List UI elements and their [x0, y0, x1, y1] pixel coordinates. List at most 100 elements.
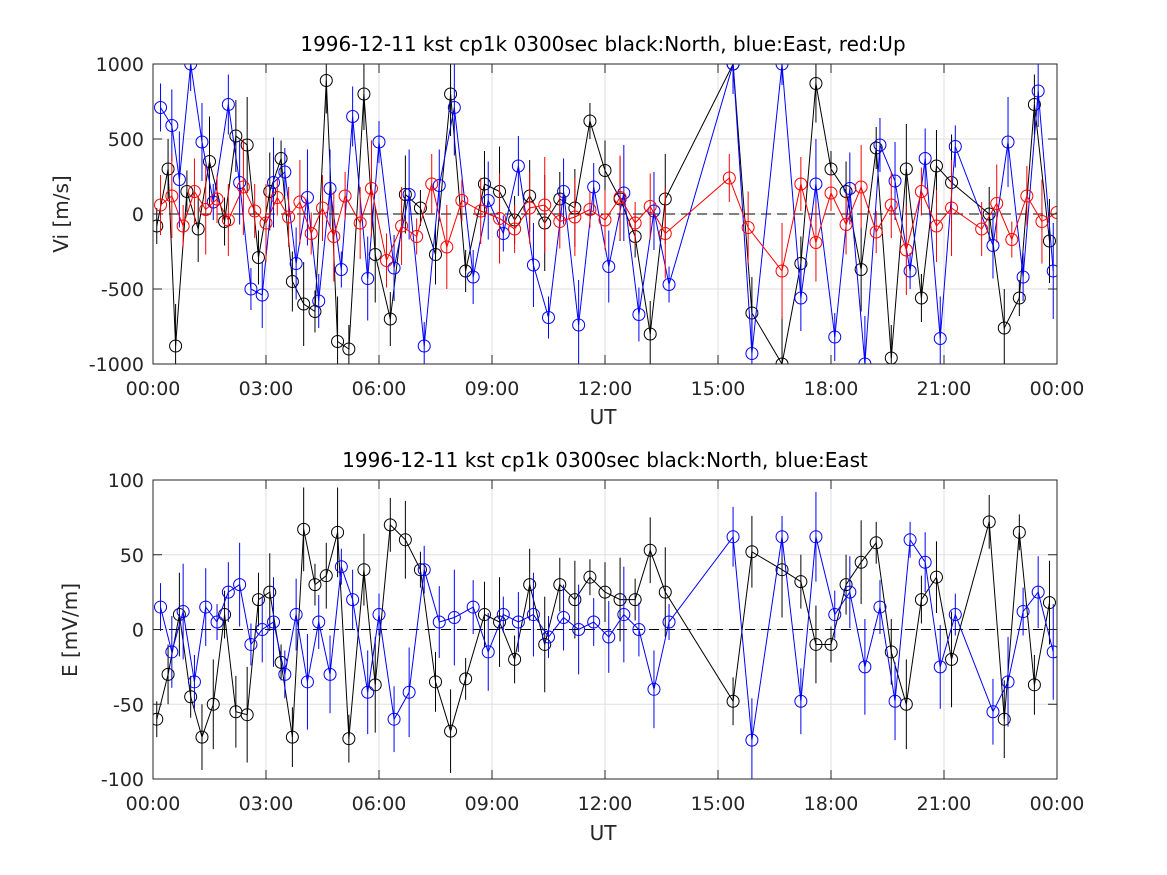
efield-series-east-point [289, 608, 303, 622]
efield-series-east-point [647, 682, 661, 696]
velocity-series-north-point [1042, 234, 1056, 248]
efield-x-tick-label: 18:00 [804, 793, 859, 815]
efield-series-east-line [160, 535, 1054, 741]
velocity-series-up-point [304, 227, 318, 240]
velocity-series-east-point [1031, 84, 1045, 98]
efield-series-east-point [312, 615, 326, 629]
efield-series-east-point [933, 660, 947, 674]
efield-series-north-point [251, 593, 265, 607]
velocity-series-east-point [587, 180, 601, 194]
efield-series-east-point [617, 608, 631, 622]
efield-series-north-point [444, 724, 458, 738]
efield-series-north-point [161, 667, 175, 681]
efield-series-east-point [888, 694, 902, 708]
velocity-series-east-point [557, 185, 571, 198]
efield-series-north-point [1027, 678, 1041, 692]
velocity-series-up-point [809, 236, 823, 249]
efield-series-east-point [745, 733, 759, 747]
velocity-series-north-point [444, 87, 458, 101]
efield-y-tick-label: -100 [101, 769, 144, 791]
velocity-series-north-point [251, 251, 265, 264]
velocity-series-up-point [154, 198, 168, 212]
velocity-series-east-point [334, 263, 348, 276]
velocity-series-up-point [538, 198, 552, 212]
efield-series-east-point [542, 630, 555, 644]
velocity-series-east-point [918, 152, 932, 165]
efield-series-east-point [1046, 645, 1057, 659]
efield-series-east-point [843, 585, 857, 599]
velocity-series-up-point [914, 185, 928, 198]
efield-series-east-point [632, 623, 646, 636]
velocity-series-up-point [236, 180, 250, 194]
velocity-series-east-point [221, 98, 235, 111]
efield-series-north-point [184, 690, 198, 704]
velocity-series-east-point [154, 101, 168, 114]
velocity-series-north-point [982, 207, 996, 221]
velocity-panel-title: 1996-12-11 kst cp1k 0300sec black:North,… [300, 32, 905, 56]
velocity-series-east-point [206, 195, 220, 209]
velocity-series-east-point [346, 110, 360, 123]
velocity-series-north-point [297, 297, 311, 311]
velocity-series-up-point [568, 210, 582, 224]
efield-series-north-point [929, 570, 943, 584]
efield-series-east-point [210, 615, 224, 629]
velocity-series-up-point [523, 201, 537, 215]
efield-series-east-point [809, 530, 823, 544]
velocity-series-up-point [824, 186, 838, 200]
velocity-series-east-point [828, 330, 842, 344]
velocity-series-up-point [945, 201, 959, 215]
velocity-series-north-point [229, 129, 243, 143]
velocity-series-up-point [1035, 215, 1049, 228]
velocity-series-east-point [809, 177, 823, 191]
velocity-series-up-point [440, 240, 454, 254]
velocity-series-east-point [267, 176, 281, 189]
velocity-series-east-point [602, 260, 616, 273]
velocity-series-east-point [632, 308, 646, 321]
efield-panel: 1996-12-11 kst cp1k 0300sec black:North,… [58, 448, 1084, 845]
velocity-y-tick-label: -500 [101, 279, 144, 301]
efield-series-north-point [523, 578, 537, 592]
efield-series-north-point [413, 563, 427, 577]
efield-series-east-point [346, 593, 360, 607]
efield-series-north-point [357, 563, 371, 577]
velocity-series-north-point [285, 275, 299, 288]
efield-series-east-point [255, 623, 269, 636]
velocity-series-up-point [293, 195, 307, 209]
efield-series-east-point [526, 608, 540, 622]
efield-series-north-point [538, 637, 552, 651]
velocity-series-north-point [477, 177, 491, 191]
velocity-y-tick-label: 1000 [96, 54, 144, 76]
efield-series-east-point [587, 615, 601, 629]
velocity-series-east-point [289, 257, 303, 270]
velocity-y-tick-label: 500 [108, 129, 144, 151]
velocity-x-tick-label: 21:00 [917, 378, 972, 400]
efield-series-east-point [447, 611, 461, 625]
velocity-series-up-point [869, 225, 883, 239]
efield-series-east-point [154, 600, 168, 614]
efield-series-east-point [557, 611, 571, 625]
efield-series-north-point [172, 608, 186, 622]
velocity-series-up-point [1005, 233, 1019, 246]
velocity-series-north-point [914, 291, 928, 305]
efield-series-east-point [387, 712, 401, 726]
velocity-series-east-point [312, 294, 326, 308]
velocity-series-east-point [617, 186, 631, 200]
velocity-series-north-point [775, 357, 789, 364]
velocity-series-north-point [398, 188, 412, 201]
velocity-series-north-point [413, 201, 427, 215]
efield-series-east-point [481, 645, 495, 659]
efield-x-tick-label: 06:00 [352, 793, 407, 815]
velocity-series-up-point [628, 216, 642, 230]
velocity-series-east-point [402, 188, 416, 201]
efield-series-north-point [869, 536, 883, 550]
velocity-x-tick-label: 03:00 [239, 378, 294, 400]
velocity-series-up-point [165, 189, 179, 203]
efield-series-north-point [745, 545, 759, 559]
velocity-series-east-point [843, 182, 857, 195]
velocity-series-east-point [372, 135, 386, 149]
efield-series-east-point [165, 645, 179, 659]
velocity-series-north-point [1027, 98, 1041, 111]
velocity-series-east-point [1046, 264, 1057, 278]
velocity-series-east-point [775, 64, 789, 71]
